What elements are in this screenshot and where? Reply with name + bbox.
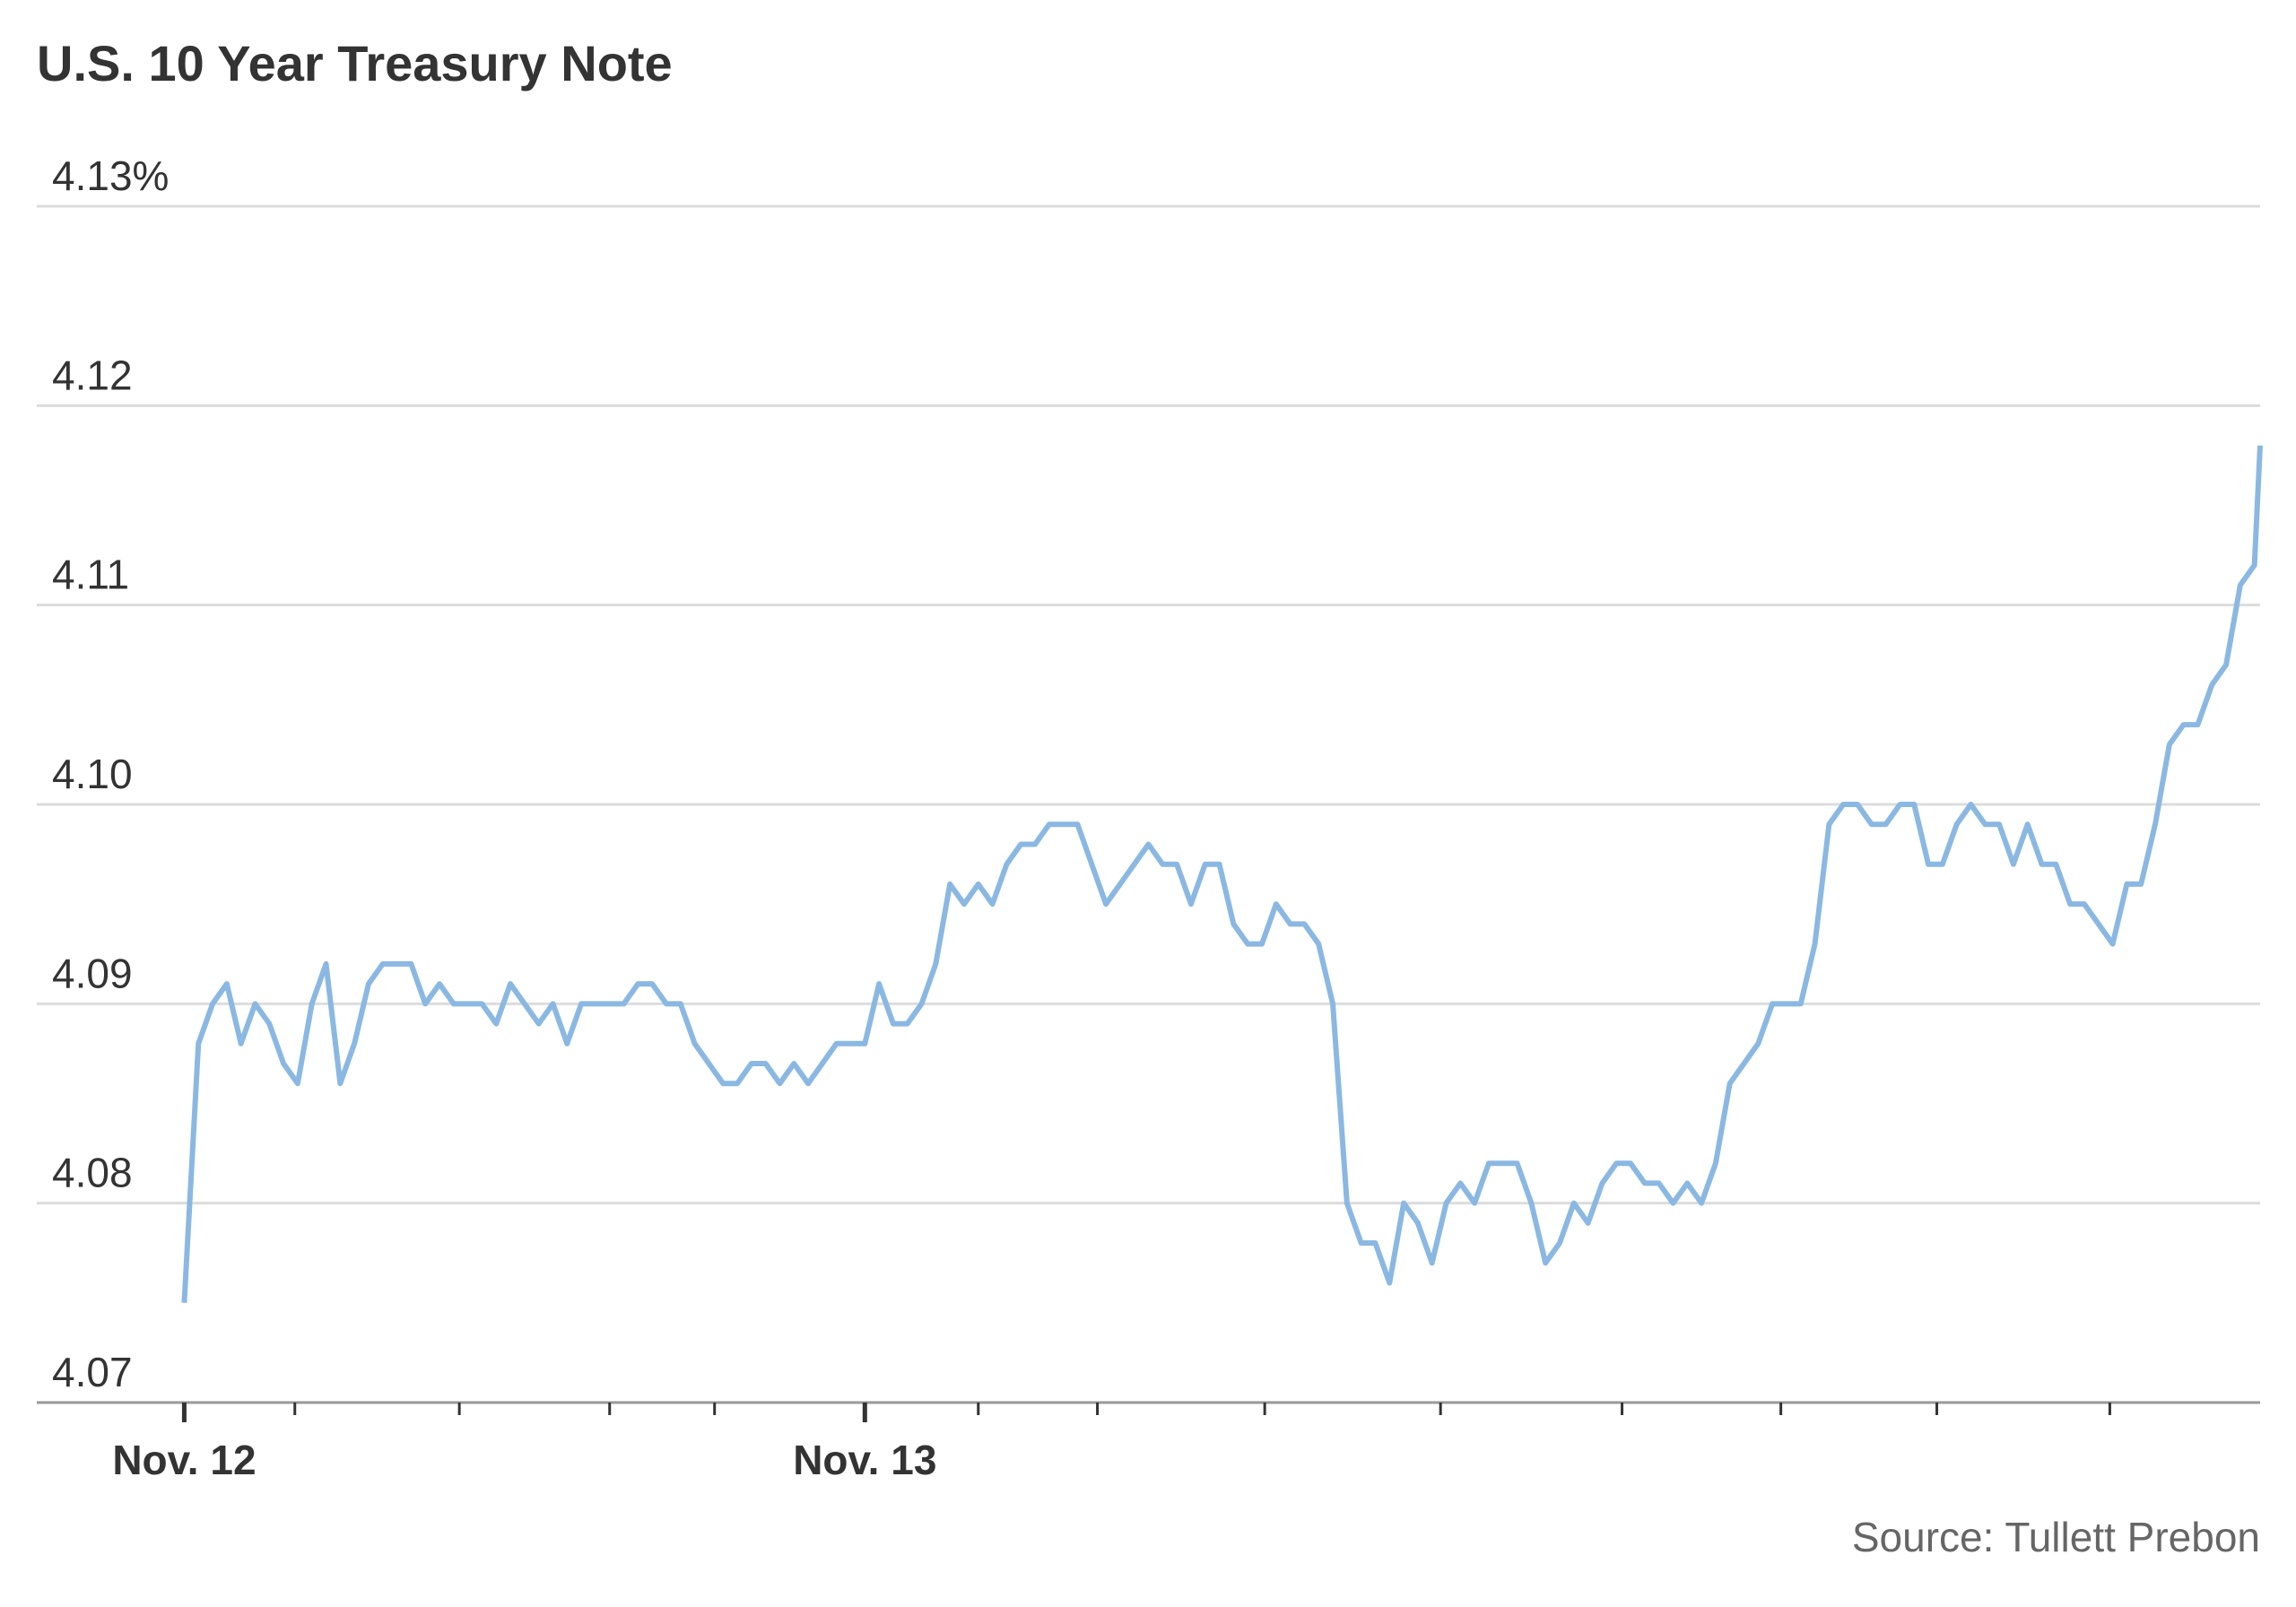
y-tick-label: 4.07 [52,1349,133,1395]
x-tick-label: Nov. 13 [793,1437,936,1483]
y-tick-label: 4.08 [52,1150,133,1196]
x-tick-label: Nov. 12 [112,1437,256,1483]
y-tick-label: 4.12 [52,352,133,398]
y-tick-label: 4.09 [52,950,133,996]
source: Source: Tullett Prebon [1852,1514,2260,1560]
chart-title: U.S. 10 Year Treasury Note [37,35,673,91]
line [181,445,2263,1303]
y-tick-label: 4.13% [52,152,169,199]
y-tick-label: 4.11 [52,552,129,598]
y-tick-label: 4.10 [52,751,133,797]
